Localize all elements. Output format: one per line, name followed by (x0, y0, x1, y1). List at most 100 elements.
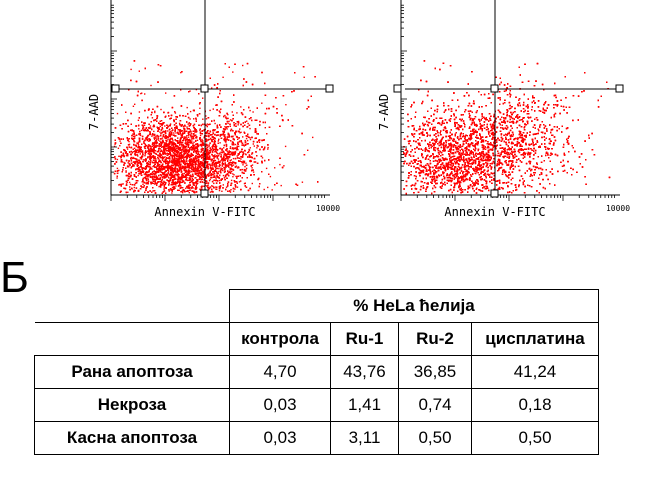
data-point (303, 76, 305, 78)
data-point (148, 180, 150, 183)
data-point (233, 148, 235, 150)
data-point (203, 155, 205, 157)
data-point (147, 179, 149, 181)
data-point (134, 103, 136, 105)
data-point (246, 139, 249, 142)
data-point (185, 190, 188, 192)
data-point (113, 145, 116, 148)
data-point (215, 186, 217, 188)
data-point (164, 156, 166, 158)
data-point (224, 126, 226, 128)
data-point (186, 164, 188, 167)
data-point (210, 137, 212, 140)
data-point (123, 161, 125, 164)
data-point (225, 117, 227, 119)
data-point (164, 142, 166, 144)
data-point (176, 168, 179, 170)
data-point (216, 172, 218, 174)
data-point (175, 185, 177, 187)
data-point (172, 170, 175, 172)
data-point (208, 172, 210, 175)
data-point (195, 188, 197, 191)
data-point (222, 184, 224, 186)
data-point (152, 190, 154, 192)
data-point (231, 170, 233, 173)
data-point (264, 127, 266, 129)
data-point (195, 120, 197, 122)
data-point (159, 170, 162, 172)
data-point (172, 145, 175, 148)
data-point (213, 182, 215, 185)
data-point (229, 119, 232, 121)
data-point (161, 166, 163, 168)
data-point (243, 145, 245, 147)
data-point (153, 125, 156, 128)
data-point (182, 179, 184, 182)
data-point (186, 106, 188, 109)
data-point (245, 170, 247, 172)
data-point (205, 162, 207, 164)
data-point (120, 157, 122, 159)
data-point (128, 140, 130, 143)
data-point (233, 174, 235, 176)
data-point (267, 186, 269, 189)
data-point (237, 120, 240, 123)
data-point (230, 179, 233, 182)
data-point (144, 147, 147, 150)
data-point (171, 138, 174, 141)
data-point (148, 171, 150, 173)
data-point (119, 140, 121, 142)
data-point (164, 137, 166, 139)
data-point (143, 176, 146, 179)
data-point (193, 118, 195, 120)
data-point (237, 124, 239, 126)
data-point (232, 71, 234, 73)
data-point (161, 157, 163, 159)
data-point (258, 141, 261, 143)
data-point (243, 182, 246, 185)
data-point (213, 143, 215, 145)
data-point (203, 181, 205, 184)
data-point (190, 178, 192, 181)
data-point (245, 137, 248, 140)
data-point (243, 160, 246, 162)
data-point (192, 143, 194, 145)
data-point (199, 134, 202, 137)
data-point (133, 157, 136, 160)
data-point (193, 141, 195, 143)
data-point (178, 149, 180, 151)
data-point (192, 178, 194, 181)
data-point (189, 118, 191, 120)
data-point (154, 110, 156, 112)
data-point (183, 189, 186, 191)
data-point (192, 135, 194, 137)
data-point (140, 129, 143, 132)
data-point (172, 143, 174, 145)
data-point (200, 150, 203, 153)
data-point (171, 192, 173, 194)
data-point (132, 105, 135, 107)
data-point (142, 159, 144, 161)
data-point (220, 159, 222, 162)
data-point (166, 152, 168, 154)
data-point (242, 164, 244, 166)
data-point (199, 155, 201, 157)
data-point (209, 174, 211, 176)
data-point (191, 168, 193, 171)
flow-plot-control: 7-AAD Annexin V-FITC 10000 (87, 0, 340, 219)
data-point (198, 171, 200, 173)
data-point (150, 168, 152, 170)
data-point (191, 149, 193, 151)
data-point (249, 109, 251, 112)
data-point (178, 153, 180, 155)
data-point (150, 133, 152, 136)
data-point (226, 156, 228, 159)
data-point (188, 187, 191, 189)
data-point (261, 102, 263, 104)
data-point (187, 179, 189, 181)
data-point (148, 154, 151, 156)
data-point (117, 147, 120, 149)
data-point (197, 157, 200, 159)
data-point (184, 148, 187, 150)
data-point (214, 159, 217, 162)
